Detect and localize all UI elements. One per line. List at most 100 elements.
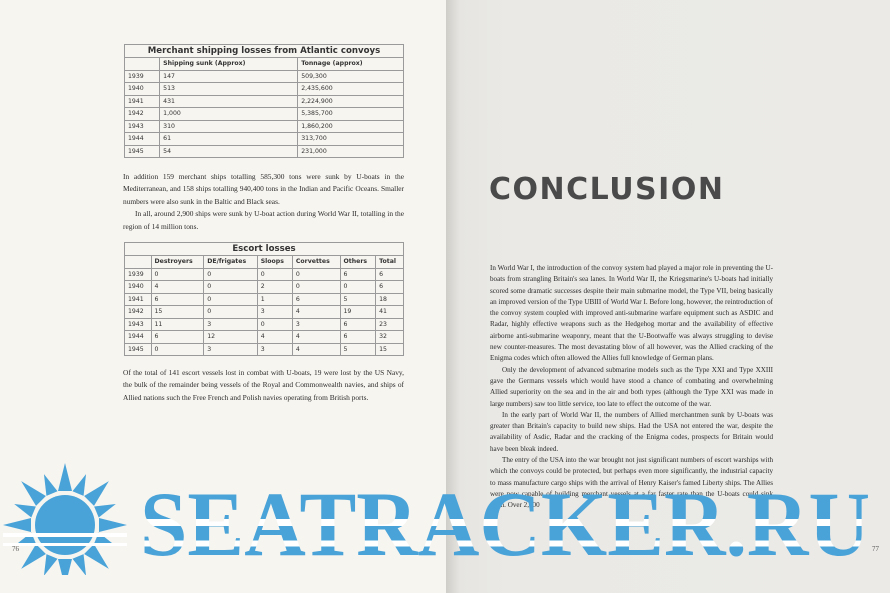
table-cell: 147 xyxy=(159,69,299,83)
header-row: Shipping sunk (Approx) Tonnage (approx) xyxy=(123,57,404,71)
table-row: 1942 15 0 3 4 19 41 xyxy=(124,305,404,319)
table-cell: 0 xyxy=(203,305,258,319)
table-cell: 4 xyxy=(256,330,293,344)
table-row: 1944 6 12 4 4 6 32 xyxy=(124,330,404,344)
table-cell: 12 xyxy=(203,330,258,344)
table-cell: 6 xyxy=(150,330,205,344)
table-row: 1944 61 313,700 xyxy=(123,132,404,146)
table-cell: 23 xyxy=(375,317,404,331)
table-cell: 2,224,900 xyxy=(297,94,404,108)
table-row: 1939 0 0 0 0 6 6 xyxy=(124,267,404,281)
header-row: Destroyers DE/frigates Sloops Corvettes Othe… xyxy=(124,255,404,269)
table-cell: 1943 xyxy=(123,119,161,133)
paragraph: The entry of the USA into the war brough… xyxy=(490,456,773,510)
table-cell: 4 xyxy=(291,305,341,319)
sun-logo xyxy=(3,463,127,575)
table-cell: 32 xyxy=(375,330,404,344)
paragraph: In all, around 2,900 ships were sunk by … xyxy=(123,209,404,231)
table-cell: 2 xyxy=(256,280,293,294)
table-cell: 11 xyxy=(150,317,205,331)
table-cell: 1944 xyxy=(124,330,152,344)
page-number: 76 xyxy=(12,545,19,553)
table-cell: 1945 xyxy=(123,144,161,158)
table-title: Escort losses xyxy=(124,242,404,255)
header-cell: Others xyxy=(339,255,377,269)
table-cell: 6 xyxy=(291,292,341,306)
table-row: 1942 1,000 5,385,700 xyxy=(123,107,404,121)
header-cell: Corvettes xyxy=(291,255,341,269)
table-cell: 3 xyxy=(203,317,258,331)
table-cell: 431 xyxy=(159,94,299,108)
left-page: Merchant shipping losses from Atlantic c… xyxy=(12,44,404,553)
table-row: 1940 4 0 2 0 0 6 xyxy=(124,280,404,294)
table-cell: 41 xyxy=(375,305,404,319)
header-cell: DE/frigates xyxy=(203,255,258,269)
table-cell: 1942 xyxy=(124,305,152,319)
table-row: 1945 0 3 3 4 5 15 xyxy=(124,342,404,356)
table-title: Merchant shipping losses from Atlantic c… xyxy=(124,44,404,57)
table-cell: 313,700 xyxy=(297,132,404,146)
table-row: 1945 54 231,000 xyxy=(123,144,404,158)
table-cell: 5,385,700 xyxy=(297,107,404,121)
table-cell: 61 xyxy=(159,132,299,146)
watermark-text: SEATRACKER.RU xyxy=(140,473,870,575)
table-cell: 1,000 xyxy=(159,107,299,121)
table-cell: 0 xyxy=(203,292,258,306)
table-cell: 5 xyxy=(339,292,377,306)
table-cell: 1943 xyxy=(124,317,152,331)
table-cell: 1944 xyxy=(123,132,161,146)
header-cell: Destroyers xyxy=(150,255,205,269)
table-cell: 6 xyxy=(375,280,404,294)
table-cell: 1940 xyxy=(124,280,152,294)
table-cell: 1,860,200 xyxy=(297,119,404,133)
merchant-losses-table: Merchant shipping losses from Atlantic c… xyxy=(123,44,404,158)
table-cell: 6 xyxy=(375,267,404,281)
table-row: 1941 6 0 1 6 5 18 xyxy=(124,292,404,306)
table-cell: 6 xyxy=(339,267,377,281)
text-block: In addition 159 merchant ships totalling… xyxy=(123,171,404,233)
table-cell: 6 xyxy=(150,292,205,306)
table-row: 1943 310 1,860,200 xyxy=(123,119,404,133)
text-block: In World War I, the introduction of the … xyxy=(490,263,773,593)
table-cell: 0 xyxy=(203,267,258,281)
table-cell: 0 xyxy=(256,317,293,331)
header-cell xyxy=(124,255,152,269)
table-cell: 18 xyxy=(375,292,404,306)
table-cell: 3 xyxy=(256,342,293,356)
table-cell: 2,435,600 xyxy=(297,82,404,96)
table-cell: 0 xyxy=(150,267,205,281)
paragraph: In addition 159 merchant ships totalling… xyxy=(123,172,404,206)
table-cell: 54 xyxy=(159,144,299,158)
paragraph: Only the development of advanced submari… xyxy=(490,365,773,408)
table-cell: 0 xyxy=(203,280,258,294)
table-cell: 1940 xyxy=(123,82,161,96)
table-cell: 513 xyxy=(159,82,299,96)
table-cell: 1941 xyxy=(123,94,161,108)
table-cell: 509,300 xyxy=(297,69,404,83)
table-cell: 0 xyxy=(150,342,205,356)
paragraph: In World War I, the introduction of the … xyxy=(490,264,773,363)
table-cell: 4 xyxy=(291,342,341,356)
table-cell: 1939 xyxy=(124,267,152,281)
table-cell: 3 xyxy=(256,305,293,319)
table-cell: 4 xyxy=(291,330,341,344)
table-cell: 310 xyxy=(159,119,299,133)
table-cell: 15 xyxy=(150,305,205,319)
right-page: 77 xyxy=(446,0,890,593)
table-cell: 1942 xyxy=(123,107,161,121)
text-block: Of the total of 141 escort vessels lost … xyxy=(123,367,404,404)
table-cell: 4 xyxy=(150,280,205,294)
table-row: 1943 11 3 0 3 6 23 xyxy=(124,317,404,331)
escort-losses-table: Escort losses Destroyers DE/frigates Sloops… xyxy=(124,242,404,356)
table-cell: 5 xyxy=(339,342,377,356)
table-cell: 1 xyxy=(256,292,293,306)
table-cell: 6 xyxy=(339,317,377,331)
header-cell: Total xyxy=(375,255,404,269)
table-cell: 3 xyxy=(291,317,341,331)
table-cell: 19 xyxy=(339,305,377,319)
paragraph: In the early part of World War II, the n… xyxy=(490,410,773,453)
table-cell: 1945 xyxy=(124,342,152,356)
header-cell xyxy=(123,57,161,71)
paragraph: Of the total of 141 escort vessels lost … xyxy=(123,368,404,402)
